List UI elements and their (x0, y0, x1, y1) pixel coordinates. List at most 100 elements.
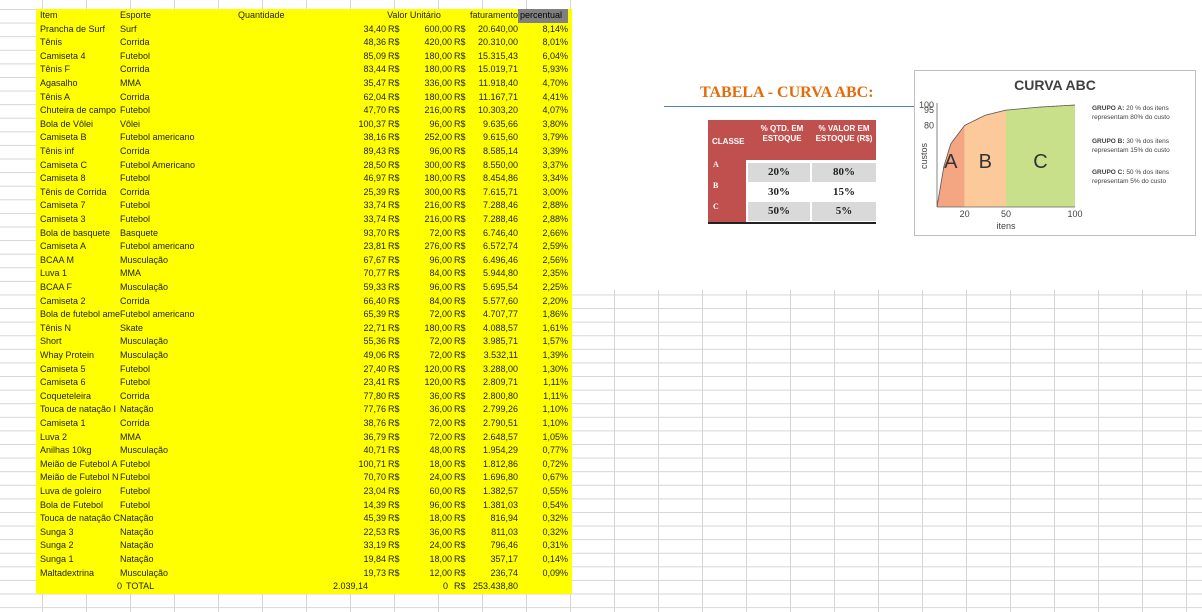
cell-quantidade[interactable]: 77,80 (363, 390, 386, 401)
cell-item[interactable]: Chuteira de campo (40, 105, 117, 116)
cell-esporte[interactable]: Basquete (120, 227, 159, 238)
cell-faturamento[interactable]: 5.577,60 (482, 295, 518, 306)
cell-item[interactable]: Camiseta 5 (40, 363, 86, 374)
cell-esporte[interactable]: Musculação (120, 336, 169, 347)
cell-esporte[interactable]: Musculação (120, 254, 169, 265)
cell-currency-1[interactable]: R$ (388, 458, 400, 469)
cell-currency-2[interactable]: R$ (454, 214, 466, 224)
cell-faturamento[interactable]: 6.496,46 (482, 254, 518, 265)
cell-percentual[interactable]: 0,14% (542, 554, 568, 564)
cell-valor-unitario[interactable]: 48,00 (429, 445, 452, 456)
cell-quantidade[interactable]: 14,39 (363, 499, 386, 510)
cell-percentual[interactable]: 1,39% (542, 350, 568, 360)
cell-percentual[interactable]: 0,55% (542, 486, 568, 496)
cell-faturamento[interactable]: 811,03 (491, 526, 518, 537)
cell-faturamento[interactable]: 6.572,74 (482, 241, 518, 252)
cell-valor-unitario[interactable]: 72,00 (429, 418, 452, 428)
cell-faturamento[interactable]: 1.382,57 (482, 486, 518, 496)
cell-esporte[interactable]: Futebol (120, 363, 151, 374)
cell-faturamento[interactable]: 10.303,20 (477, 105, 518, 116)
cell-quantidade[interactable]: 28,50 (363, 159, 386, 170)
cell-item[interactable]: Bola de Vôlei (40, 118, 94, 129)
cell-valor-unitario[interactable]: 300,00 (424, 186, 452, 197)
cell-valor-unitario[interactable]: 180,00 (424, 173, 452, 184)
cell-item[interactable]: Meião de Futebol N (40, 472, 119, 483)
total-faturamento[interactable]: 253.438,80 (472, 581, 518, 592)
cell-valor-unitario[interactable]: 24,00 (429, 540, 452, 551)
cell-currency-1[interactable]: R$ (388, 540, 400, 551)
cell-quantidade[interactable]: 27,40 (363, 363, 386, 374)
cell-esporte[interactable]: Futebol americano (120, 309, 195, 320)
cell-esporte[interactable]: Corrida (120, 64, 150, 75)
cell-percentual[interactable]: 1,86% (542, 309, 568, 320)
cell-percentual[interactable]: 2,66% (542, 227, 568, 238)
cell-faturamento[interactable]: 5.695,54 (482, 282, 518, 292)
cell-esporte[interactable]: Natação (120, 526, 154, 537)
cell-esporte[interactable]: Surf (120, 23, 137, 34)
cell-item[interactable]: Touca de natação I (40, 404, 117, 415)
cell-currency-1[interactable]: R$ (388, 322, 400, 333)
cell-esporte[interactable]: Futebol americano (120, 241, 195, 252)
cell-faturamento[interactable]: 816,94 (490, 513, 518, 524)
header-esporte[interactable]: Esporte (120, 10, 152, 20)
cell-faturamento[interactable]: 5.944,80 (482, 268, 518, 279)
cell-faturamento[interactable]: 15.315,43 (477, 50, 518, 61)
cell-quantidade[interactable]: 83,44 (363, 64, 386, 75)
cell-currency-1[interactable]: R$ (388, 146, 400, 156)
cell-valor-unitario[interactable]: 120,00 (424, 363, 452, 374)
cell-currency-1[interactable]: R$ (388, 78, 400, 88)
total-zero-left[interactable]: 0 (116, 581, 122, 592)
cell-quantidade[interactable]: 100,71 (358, 458, 386, 469)
cell-quantidade[interactable]: 38,16 (363, 132, 386, 143)
cell-currency-2[interactable]: R$ (454, 322, 466, 333)
cell-currency-2[interactable]: R$ (454, 486, 466, 496)
cell-item[interactable]: Short (40, 336, 62, 347)
cell-faturamento[interactable]: 4.088,57 (482, 322, 518, 333)
cell-quantidade[interactable]: 55,36 (363, 336, 386, 347)
cell-quantidade[interactable]: 19,73 (363, 567, 386, 578)
cell-quantidade[interactable]: 33,19 (363, 540, 386, 551)
cell-item[interactable]: Camiseta 4 (40, 50, 86, 61)
cell-valor-unitario[interactable]: 72,00 (429, 350, 452, 360)
cell-esporte[interactable]: Futebol (120, 50, 151, 61)
cell-esporte[interactable]: Futebol americano (120, 132, 195, 143)
cell-item[interactable]: Whay Protein (40, 350, 95, 360)
cell-percentual[interactable]: 6,04% (542, 50, 568, 61)
cell-percentual[interactable]: 3,79% (542, 132, 568, 143)
cell-valor-unitario[interactable]: 216,00 (424, 214, 452, 224)
cell-faturamento[interactable]: 2.799,26 (482, 404, 518, 415)
cell-currency-2[interactable]: R$ (454, 173, 466, 184)
cell-currency-1[interactable]: R$ (388, 486, 400, 496)
cell-currency-1[interactable]: R$ (388, 377, 400, 388)
cell-currency-2[interactable]: R$ (454, 336, 466, 347)
cell-esporte[interactable]: Musculação (120, 282, 169, 292)
cell-esporte[interactable]: Futebol (120, 173, 151, 184)
cell-currency-2[interactable]: R$ (454, 445, 466, 456)
cell-percentual[interactable]: 2,25% (542, 282, 568, 292)
cell-currency-1[interactable]: R$ (388, 513, 400, 524)
cell-currency-1[interactable]: R$ (388, 200, 400, 211)
cell-currency-1[interactable]: R$ (388, 50, 400, 61)
cell-percentual[interactable]: 1,10% (542, 418, 568, 428)
cell-faturamento[interactable]: 2.790,51 (482, 418, 518, 428)
cell-valor-unitario[interactable]: 300,00 (424, 159, 452, 170)
cell-item[interactable]: Camiseta 8 (40, 173, 86, 184)
cell-esporte[interactable]: Corrida (120, 146, 150, 156)
cell-esporte[interactable]: Natação (120, 540, 154, 551)
cell-item[interactable]: Coqueteleira (40, 390, 92, 401)
cell-currency-2[interactable]: R$ (454, 159, 466, 170)
cell-currency-1[interactable]: R$ (388, 37, 400, 48)
cell-faturamento[interactable]: 7.288,46 (482, 200, 518, 211)
cell-faturamento[interactable]: 1.812,86 (482, 458, 518, 469)
cell-quantidade[interactable]: 33,74 (363, 214, 386, 224)
cell-currency-2[interactable]: R$ (454, 513, 466, 524)
cell-quantidade[interactable]: 77,76 (363, 404, 386, 415)
cell-item[interactable]: Meião de Futebol A (40, 458, 118, 469)
cell-valor-unitario[interactable]: 18,00 (429, 513, 452, 524)
cell-faturamento[interactable]: 357,17 (490, 554, 518, 564)
cell-faturamento[interactable]: 11.918,40 (478, 78, 518, 88)
header-quantidade[interactable]: Quantidade (238, 10, 285, 20)
cell-percentual[interactable]: 4,07% (542, 105, 568, 116)
cell-faturamento[interactable]: 2.800,80 (482, 390, 518, 401)
cell-faturamento[interactable]: 7.615,71 (482, 186, 518, 197)
